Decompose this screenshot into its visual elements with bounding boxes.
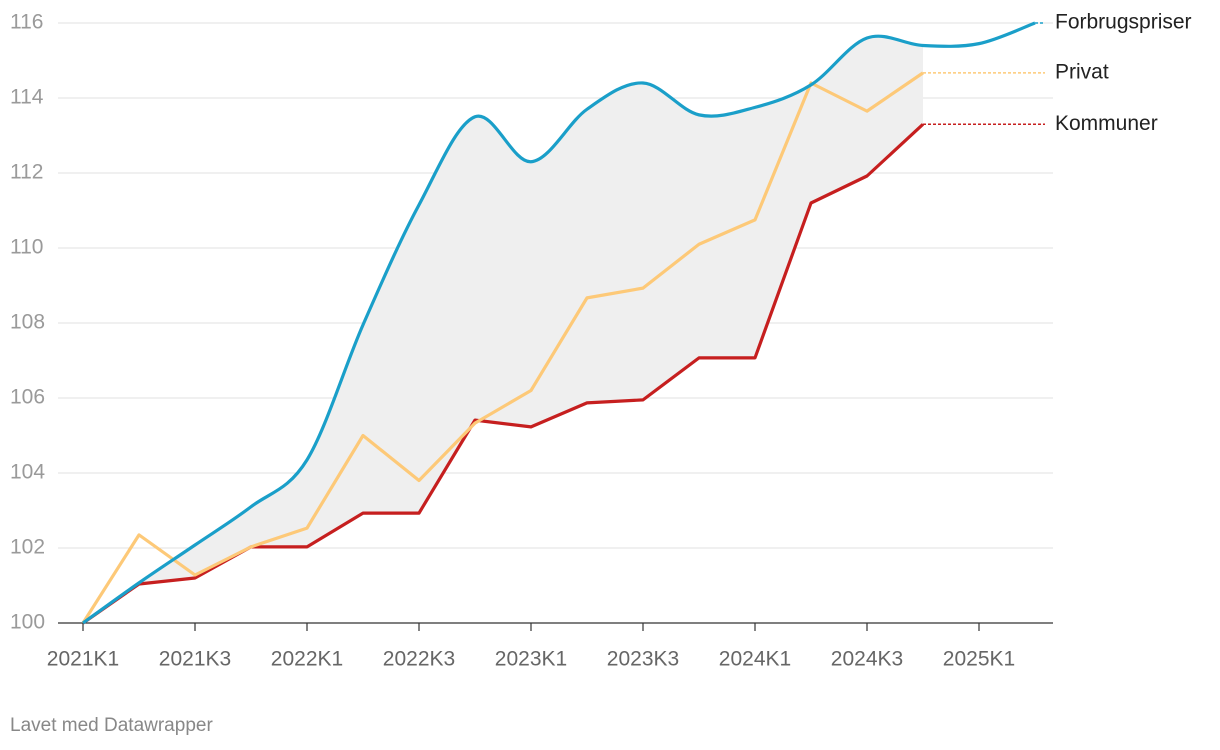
- x-tick-label: 2021K1: [47, 648, 119, 671]
- range-area: [83, 36, 923, 623]
- x-tick-label: 2021K3: [159, 648, 231, 671]
- y-tick-label: 104: [10, 461, 45, 484]
- legend-label: Kommuner: [1055, 112, 1158, 135]
- x-tick-label: 2024K3: [831, 648, 903, 671]
- y-tick-label: 102: [10, 536, 45, 559]
- y-tick-label: 108: [10, 311, 45, 334]
- legend-label: Privat: [1055, 60, 1109, 83]
- y-tick-label: 106: [10, 386, 45, 409]
- y-tick-label: 100: [10, 611, 45, 634]
- y-tick-label: 114: [10, 86, 44, 109]
- x-tick-label: 2022K1: [271, 648, 343, 671]
- y-tick-label: 112: [10, 161, 43, 184]
- x-tick-label: 2023K1: [495, 648, 567, 671]
- line: [82, 21, 1036, 625]
- footer: Lavet med Datawrapper: [10, 715, 213, 736]
- y-tick-label: 110: [10, 236, 43, 259]
- x-tick-label: 2022K3: [383, 648, 455, 671]
- y-tick-label: 116: [10, 11, 43, 34]
- x-tick-label: 2025K1: [943, 648, 1015, 671]
- line: [81, 71, 924, 624]
- legend-label: Forbrugspriser: [1055, 11, 1192, 34]
- x-tick-label: 2024K1: [719, 648, 791, 671]
- x-tick-label: 2023K3: [607, 648, 679, 671]
